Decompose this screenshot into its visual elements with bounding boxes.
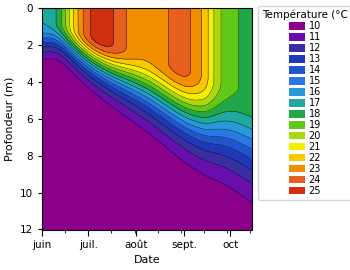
Y-axis label: Profondeur (m): Profondeur (m) [4, 77, 14, 161]
X-axis label: Date: Date [134, 255, 160, 265]
Legend: 10, 11, 12, 13, 14, 15, 16, 17, 18, 19, 20, 21, 22, 23, 24, 25: 10, 11, 12, 13, 14, 15, 16, 17, 18, 19, … [258, 6, 350, 200]
